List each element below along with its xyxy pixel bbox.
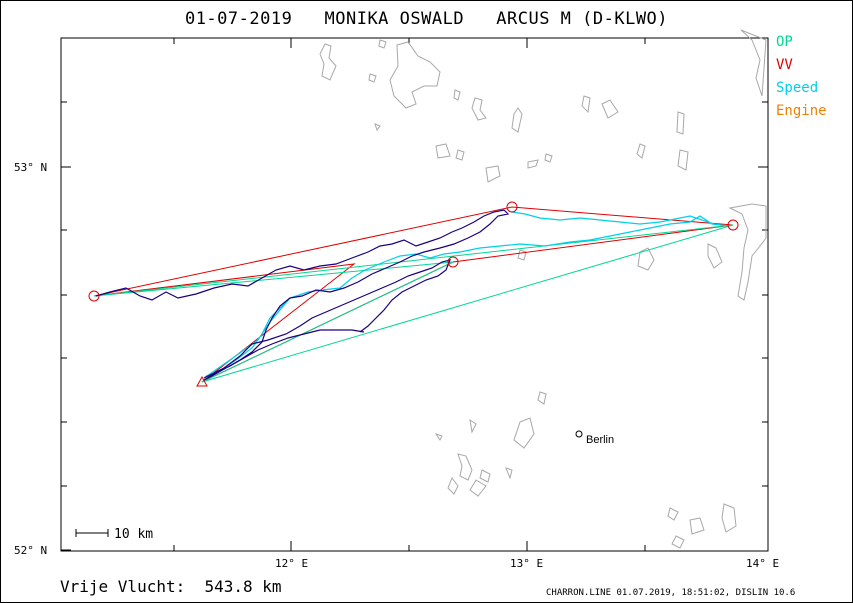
flight-track xyxy=(95,209,510,381)
lon-label-12: 12° E xyxy=(275,557,308,570)
turnpoint-marker xyxy=(506,201,518,213)
turnpoint-marker xyxy=(727,219,739,231)
vv-route xyxy=(93,206,734,383)
page-title: 01-07-2019 MONIKA OSWALD ARCUS M (D-KLWO… xyxy=(184,9,669,29)
footer-info: CHARRON.LINE 01.07.2019, 18:51:02, DISLI… xyxy=(546,588,796,598)
turnpoints xyxy=(88,201,739,387)
lat-label-53: 53° N xyxy=(14,161,47,174)
map-border xyxy=(60,37,769,552)
city-label-berlin: Berlin xyxy=(586,434,614,446)
legend-vv: VV xyxy=(776,57,793,73)
free-flight-distance: Vrije Vlucht: 543.8 km xyxy=(60,577,282,596)
legend-op: OP xyxy=(776,34,793,50)
ticks xyxy=(61,38,768,551)
coastlines xyxy=(319,29,767,549)
lat-label-52: 52° N xyxy=(14,544,47,557)
scale-bar xyxy=(75,529,109,537)
op-route xyxy=(93,224,734,383)
lon-label-14: 14° E xyxy=(746,557,779,570)
speed-track xyxy=(203,211,729,379)
speed-track-2 xyxy=(205,301,287,377)
turnpoint-marker xyxy=(447,256,459,268)
scale-label: 10 km xyxy=(114,527,153,542)
legend-speed: Speed xyxy=(776,80,819,96)
start-triangle-marker xyxy=(196,375,208,387)
lon-label-13: 13° E xyxy=(510,557,543,570)
turnpoint-marker xyxy=(88,290,100,302)
flight-track-2 xyxy=(203,259,451,379)
berlin-marker xyxy=(575,430,583,438)
legend-engine: Engine xyxy=(776,103,827,119)
